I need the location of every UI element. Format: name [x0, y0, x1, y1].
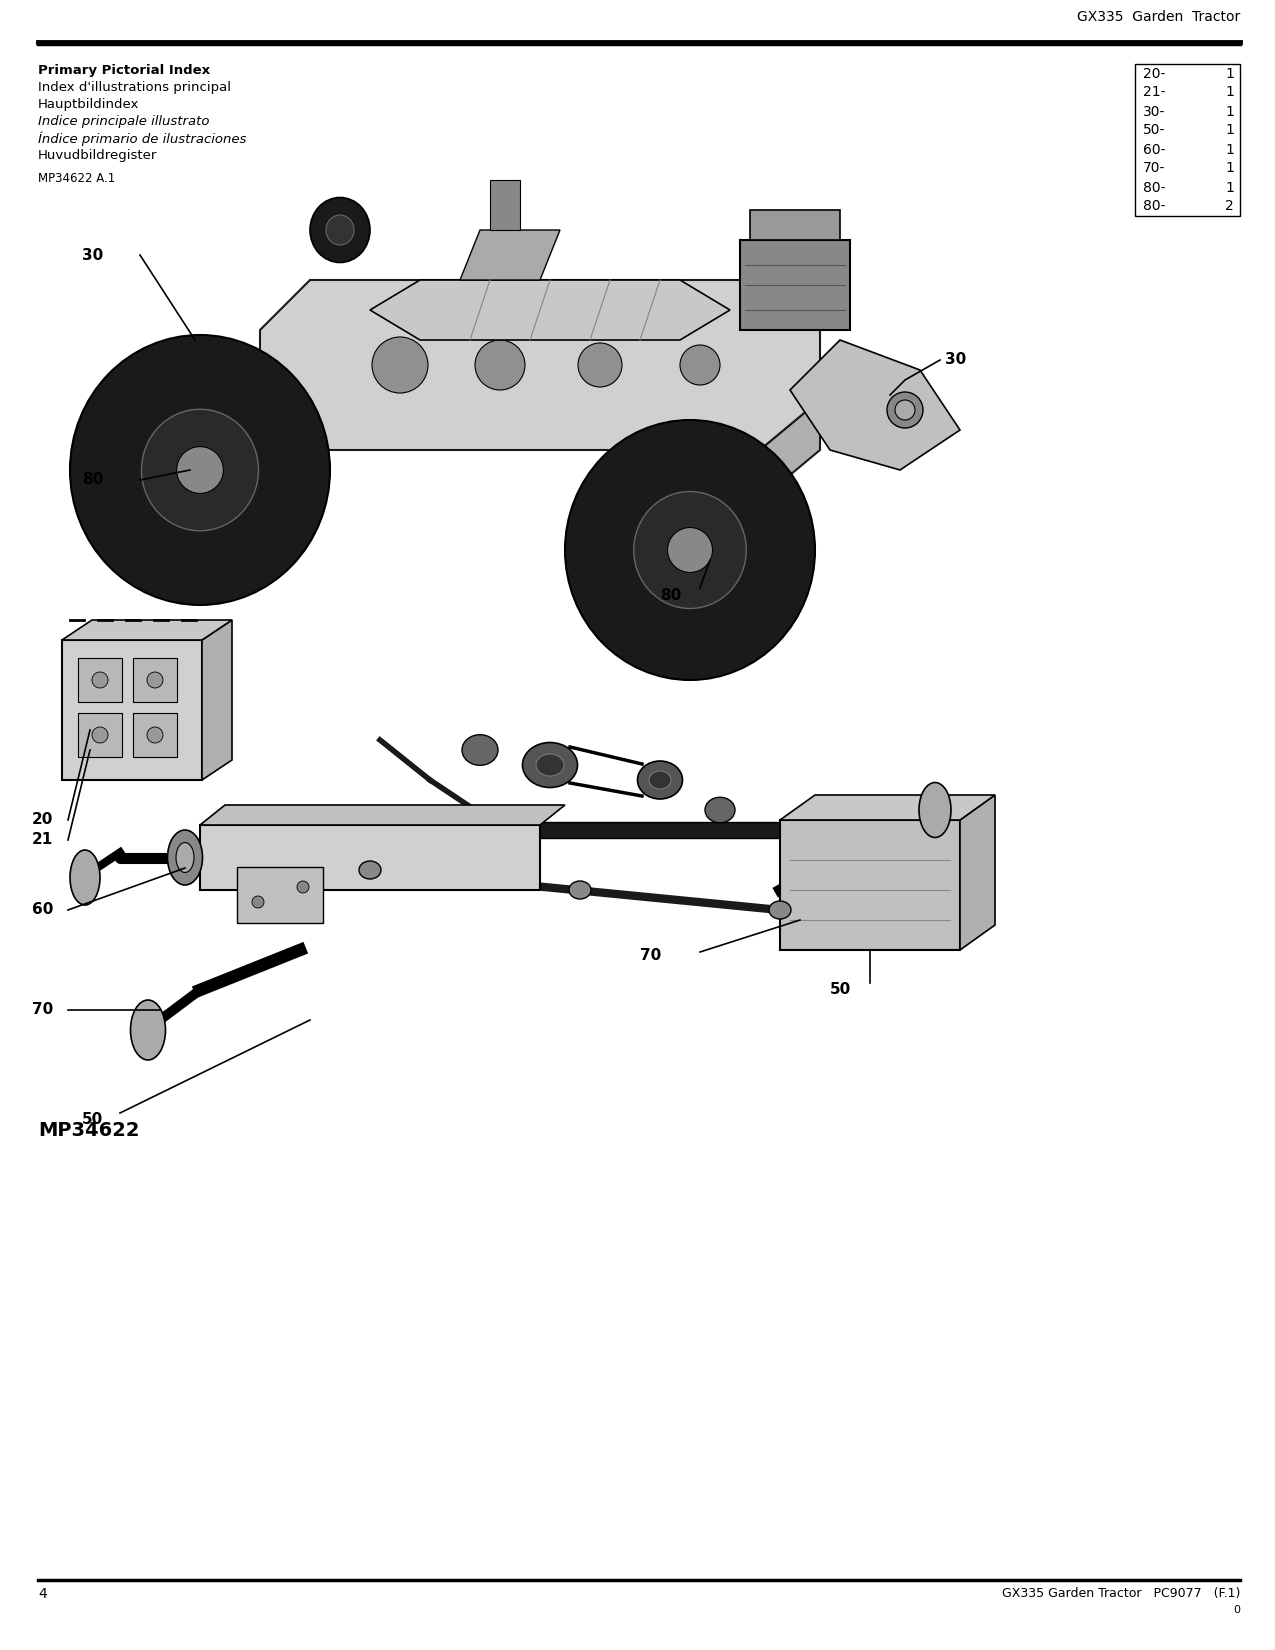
- Text: GX335  Garden  Tractor: GX335 Garden Tractor: [1077, 10, 1241, 25]
- Text: 1: 1: [1225, 86, 1234, 99]
- Polygon shape: [62, 620, 232, 640]
- Text: 21: 21: [32, 833, 54, 848]
- Circle shape: [895, 399, 915, 421]
- Ellipse shape: [649, 771, 671, 789]
- Polygon shape: [780, 795, 994, 820]
- Text: 60: 60: [32, 903, 54, 917]
- Text: 21-: 21-: [1142, 86, 1165, 99]
- Text: 30: 30: [82, 248, 103, 262]
- Text: 80: 80: [660, 587, 681, 602]
- Text: 80-: 80-: [1142, 200, 1165, 213]
- Polygon shape: [370, 280, 731, 340]
- Text: Primary Pictorial Index: Primary Pictorial Index: [38, 64, 210, 78]
- Polygon shape: [201, 620, 232, 780]
- Polygon shape: [760, 399, 820, 500]
- Text: Huvudbildregister: Huvudbildregister: [38, 148, 157, 162]
- Text: 20-: 20-: [1142, 66, 1165, 81]
- Text: 4: 4: [38, 1587, 47, 1600]
- Text: 0: 0: [1233, 1605, 1241, 1615]
- Text: 50-: 50-: [1142, 124, 1165, 137]
- Text: 50: 50: [82, 1112, 103, 1127]
- Text: 1: 1: [1225, 124, 1234, 137]
- Polygon shape: [260, 399, 310, 500]
- Bar: [1135, 64, 1241, 216]
- Ellipse shape: [70, 335, 330, 606]
- Circle shape: [680, 345, 720, 384]
- Circle shape: [177, 447, 223, 493]
- FancyBboxPatch shape: [133, 713, 177, 757]
- FancyBboxPatch shape: [200, 825, 541, 889]
- Text: MP34622: MP34622: [38, 1120, 139, 1140]
- FancyBboxPatch shape: [740, 239, 850, 330]
- Text: 1: 1: [1225, 180, 1234, 195]
- Circle shape: [578, 343, 622, 388]
- Text: 80: 80: [82, 472, 103, 487]
- Polygon shape: [200, 805, 565, 825]
- Ellipse shape: [310, 198, 370, 262]
- Polygon shape: [260, 280, 820, 450]
- Bar: [490, 180, 520, 229]
- Circle shape: [297, 881, 309, 893]
- Circle shape: [252, 896, 264, 908]
- Ellipse shape: [462, 734, 499, 766]
- Polygon shape: [210, 822, 850, 838]
- FancyBboxPatch shape: [133, 658, 177, 701]
- Circle shape: [92, 728, 108, 742]
- FancyBboxPatch shape: [750, 210, 840, 239]
- Text: GX335 Garden Tractor   PC9077   (F.1): GX335 Garden Tractor PC9077 (F.1): [1002, 1587, 1241, 1600]
- FancyBboxPatch shape: [237, 866, 323, 922]
- FancyBboxPatch shape: [78, 713, 122, 757]
- Text: 1: 1: [1225, 66, 1234, 81]
- Text: 70: 70: [32, 1003, 54, 1018]
- Circle shape: [147, 672, 163, 688]
- Text: 70-: 70-: [1142, 162, 1165, 175]
- Text: 30-: 30-: [1142, 104, 1165, 119]
- Ellipse shape: [565, 421, 815, 680]
- Text: Index d'illustrations principal: Index d'illustrations principal: [38, 81, 231, 94]
- FancyBboxPatch shape: [78, 658, 122, 701]
- Circle shape: [92, 672, 108, 688]
- Ellipse shape: [634, 492, 746, 609]
- Circle shape: [372, 337, 428, 393]
- Circle shape: [147, 728, 163, 742]
- Text: 60-: 60-: [1142, 142, 1165, 157]
- Text: Hauptbildindex: Hauptbildindex: [38, 97, 139, 111]
- Text: 30: 30: [945, 353, 966, 368]
- Ellipse shape: [360, 861, 381, 879]
- Ellipse shape: [130, 1000, 166, 1059]
- Ellipse shape: [536, 754, 564, 776]
- Ellipse shape: [769, 901, 790, 919]
- FancyBboxPatch shape: [62, 640, 201, 780]
- Ellipse shape: [569, 881, 592, 899]
- Text: 1: 1: [1225, 162, 1234, 175]
- FancyBboxPatch shape: [780, 820, 960, 950]
- Text: 70: 70: [640, 947, 662, 962]
- Circle shape: [887, 393, 923, 427]
- Text: 20: 20: [32, 812, 54, 828]
- Text: MP34622 A.1: MP34622 A.1: [38, 172, 115, 185]
- Ellipse shape: [70, 850, 99, 904]
- Ellipse shape: [167, 830, 203, 884]
- Ellipse shape: [176, 843, 194, 873]
- Text: Indice principale illustrato: Indice principale illustrato: [38, 116, 209, 129]
- Text: 2: 2: [1225, 200, 1234, 213]
- Polygon shape: [460, 229, 560, 280]
- Text: 80-: 80-: [1142, 180, 1165, 195]
- Ellipse shape: [638, 761, 682, 799]
- Polygon shape: [960, 795, 995, 950]
- Text: 50: 50: [830, 982, 852, 998]
- Text: 1: 1: [1225, 104, 1234, 119]
- Circle shape: [476, 340, 525, 389]
- Ellipse shape: [326, 214, 354, 244]
- Ellipse shape: [142, 409, 259, 531]
- Polygon shape: [790, 340, 960, 470]
- Text: 1: 1: [1225, 142, 1234, 157]
- Ellipse shape: [523, 742, 578, 787]
- Circle shape: [668, 528, 713, 573]
- Ellipse shape: [919, 782, 951, 838]
- Text: Índice primario de ilustraciones: Índice primario de ilustraciones: [38, 132, 246, 147]
- Ellipse shape: [705, 797, 734, 823]
